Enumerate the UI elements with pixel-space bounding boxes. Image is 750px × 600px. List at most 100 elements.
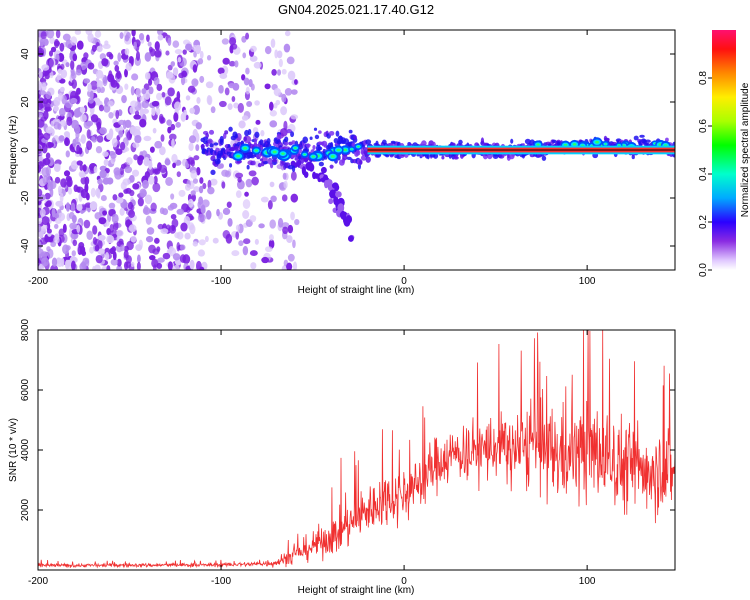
spectrogram-noise-dot (154, 140, 163, 149)
spectrogram-line-halo (229, 163, 233, 168)
spectrogram-noise-dot (167, 261, 173, 270)
spectrogram-noise-dot (182, 49, 187, 55)
spectrogram-noise-dot (84, 176, 90, 186)
spectrogram-noise-dot (57, 68, 63, 75)
spectrogram-noise-dot (67, 187, 73, 195)
spectrogram-line-halo (284, 136, 289, 143)
spectrogram-branch-blob (308, 163, 315, 172)
spectrogram-noise-dot (60, 257, 65, 267)
spectrogram-line-halo (295, 160, 300, 165)
spectrogram-noise-dot (38, 132, 44, 140)
spectrogram-noise-dot (267, 200, 273, 210)
spectrogram-noise-dot (282, 226, 289, 235)
spectrogram-noise-dot (131, 30, 136, 37)
spectrogram-noise-dot (115, 109, 120, 120)
spectrogram-noise-dot (128, 224, 137, 233)
spectrogram-noise-dot (76, 204, 83, 211)
spectrogram-noise-dot (76, 224, 81, 234)
spectrogram-noise-dot (245, 178, 253, 188)
spectrogram-noise-dot (69, 222, 78, 230)
spectrogram-noise-dot (184, 183, 191, 191)
spectrogram-noise-dot (176, 208, 185, 215)
spectrogram-hot-core (293, 147, 297, 150)
spectrogram-branch-blob (328, 198, 334, 205)
spectrogram-noise-dot (269, 101, 274, 111)
spectrogram-line-halo (365, 156, 371, 163)
spectrogram-line-halo (263, 160, 269, 165)
spectrogram-noise-dot (261, 256, 270, 264)
bottom-ytick-label: 4000 (20, 438, 31, 461)
spectrogram-line-halo (216, 159, 221, 164)
spectrogram-noise-dot (178, 72, 185, 79)
spectrogram-noise-dot (116, 229, 124, 237)
spectrogram-line-halo (252, 160, 256, 166)
spectrogram-noise-dot (87, 32, 94, 43)
spectrogram-noise-dot (243, 238, 251, 245)
spectrogram-noise-dot (116, 258, 122, 267)
spectrogram-noise-dot (235, 231, 240, 240)
spectrogram-noise-dot (73, 233, 78, 239)
spectrogram-hot-core (350, 148, 353, 150)
spectrogram-noise-dot (154, 237, 160, 244)
spectrogram-noise-dot (207, 186, 215, 195)
spectrogram-noise-dot (38, 119, 45, 128)
spectrogram-noise-dot (237, 102, 244, 113)
spectrogram-noise-dot (119, 207, 125, 216)
spectrogram-noise-dot (70, 160, 79, 170)
spectrogram-noise-dot (202, 182, 207, 190)
spectrogram-noise-dot (76, 144, 81, 154)
spectrogram-noise-dot (106, 133, 113, 140)
colorbar: 0.0 0.2 0.4 0.6 0.8 Normalized spectral ampl… (698, 30, 750, 277)
spectrogram-noise-dot (96, 86, 102, 94)
spectrogram-noise-dot (86, 230, 93, 240)
spectrogram-noise-dot (38, 224, 42, 233)
spectrogram-noise-dot (128, 209, 136, 219)
spectrogram-noise-dot (151, 100, 160, 107)
spectrogram-noise-dot (179, 254, 187, 263)
spectrogram-noise-dot (245, 32, 250, 40)
spectrogram-noise-dot (159, 164, 168, 173)
spectrogram-noise-dot (141, 88, 147, 95)
spectrogram-noise-dot (38, 155, 44, 162)
spectrogram-noise-dot (46, 200, 52, 207)
spectrogram-noise-dot (70, 60, 75, 70)
spectrogram-branch-blob (344, 217, 352, 223)
spectrogram-noise-dot (130, 235, 137, 243)
spectrogram-line-halo (433, 153, 439, 159)
spectrogram-line-halo (250, 154, 255, 159)
spectrogram-noise-dot (55, 30, 61, 39)
top-ylabel: Frequency (Hz) (8, 116, 19, 185)
spectrogram-noise-dot (171, 218, 179, 228)
spectrogram-noise-dot (193, 155, 200, 161)
spectrogram-noise-dot (147, 41, 152, 47)
spectrogram-noise-dot (172, 253, 181, 261)
spectrogram-noise-dot (222, 57, 230, 65)
colorbar-tick-label: 0.2 (698, 215, 709, 229)
spectrogram-noise-dot (76, 40, 84, 50)
bottom-xtick-label: -200 (28, 576, 48, 587)
colorbar-tick-label: 0.8 (698, 71, 709, 85)
spectrogram-noise-dot (191, 78, 199, 87)
spectrogram-noise-dot (79, 106, 86, 113)
spectrogram-noise-dot (180, 112, 187, 122)
spectrogram-noise-dot (54, 38, 60, 49)
spectrogram-line-halo (314, 134, 320, 140)
spectrogram-noise-dot (156, 83, 163, 92)
spectrogram-line-halo (200, 144, 205, 149)
bottom-xtick-label: 0 (401, 576, 407, 587)
spectrogram-noise-dot (70, 202, 76, 212)
spectrogram-noise-dot (235, 190, 242, 199)
spectrogram-hot-core (330, 155, 335, 158)
spectrogram-noise-dot (40, 194, 46, 201)
spectrogram-noise-dot (174, 101, 182, 112)
spectrogram-noise-dot (283, 120, 288, 131)
spectrogram-line-halo (421, 140, 427, 147)
spectrogram-noise-dot (187, 85, 196, 93)
spectrogram-noise-dot (60, 63, 65, 70)
spectrogram-noise-dot (268, 239, 275, 249)
spectrogram-noise-dot (231, 250, 240, 257)
spectrogram-noise-dot (133, 41, 138, 50)
spectrogram-noise-dot (53, 105, 59, 112)
spectrogram-noise-dot (195, 260, 202, 270)
spectrogram-line-halo (207, 138, 213, 144)
